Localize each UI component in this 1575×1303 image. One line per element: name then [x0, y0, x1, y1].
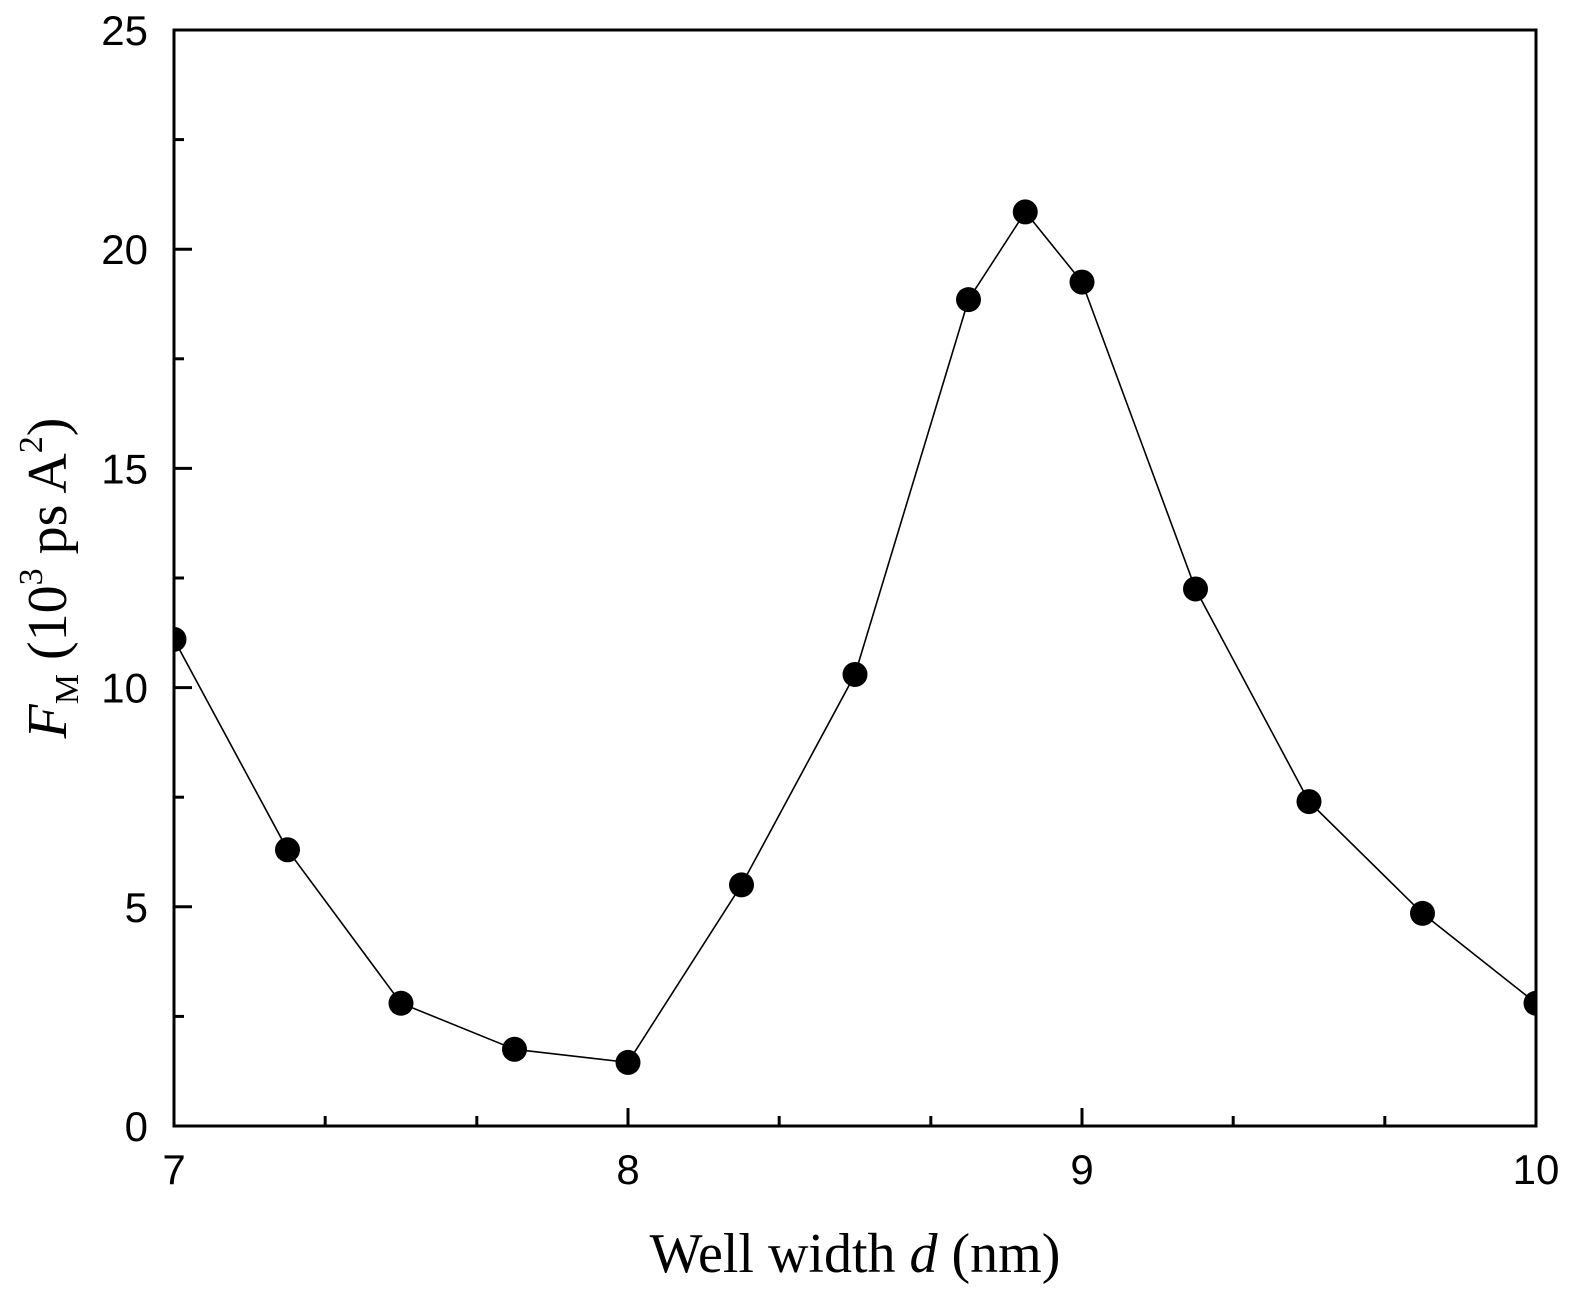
data-point-0-9	[1069, 269, 1095, 295]
y-axis-title-open: (10	[17, 585, 79, 674]
y-axis-title-close: )	[17, 418, 79, 437]
data-point-0-13	[1523, 990, 1536, 1016]
y-axis-title-subscript: M	[49, 674, 86, 704]
data-point-0-11	[1296, 789, 1322, 815]
x-axis-title-variable: d	[910, 1223, 939, 1285]
data-point-0-1	[275, 837, 300, 863]
y-tick-label-0: 0	[125, 1103, 148, 1150]
x-tick-label-0: 7	[162, 1146, 185, 1193]
x-tick-label-2: 9	[1070, 1146, 1093, 1193]
y-tick-label-5: 25	[101, 7, 148, 54]
x-tick-label-3: 10	[1513, 1146, 1560, 1193]
data-point-0-10	[1183, 576, 1208, 602]
data-point-0-0	[174, 626, 187, 652]
data-point-0-8	[1012, 199, 1038, 225]
data-point-0-2	[388, 990, 414, 1016]
series-line-0	[174, 210, 1536, 1064]
x-axis-title-suffix: (nm)	[938, 1223, 1061, 1285]
y-axis-title: FM (103 ps A2)	[13, 418, 86, 740]
x-axis-title: Well width d (nm)	[650, 1223, 1061, 1285]
data-point-0-12	[1410, 900, 1435, 926]
tick-labels-layer: 7 8 9 10 0 5 10 15 20 25	[101, 7, 1559, 1193]
y-tick-label-1: 5	[125, 884, 148, 931]
x-axis-title-prefix: Well width	[650, 1223, 910, 1285]
y-tick-label-2: 10	[101, 665, 148, 712]
y-axis-title-variable: F	[17, 703, 79, 739]
data-point-0-3	[502, 1036, 527, 1062]
y-tick-label-4: 20	[101, 226, 148, 273]
y-axis-title-exponent: 3	[13, 568, 50, 585]
x-tick-label-1: 8	[616, 1146, 639, 1193]
y-axis-title-middle: ps A	[17, 453, 79, 569]
y-axis-title-exponent2: 2	[13, 436, 50, 453]
y-tick-label-3: 15	[101, 445, 148, 492]
ticks-layer	[172, 28, 1538, 1128]
data-point-0-4	[615, 1049, 641, 1075]
data-point-0-5	[729, 872, 754, 898]
data-point-0-7	[956, 287, 981, 313]
series-layer	[174, 199, 1536, 1075]
plot-frame	[172, 28, 1538, 1128]
data-point-0-6	[842, 661, 868, 687]
